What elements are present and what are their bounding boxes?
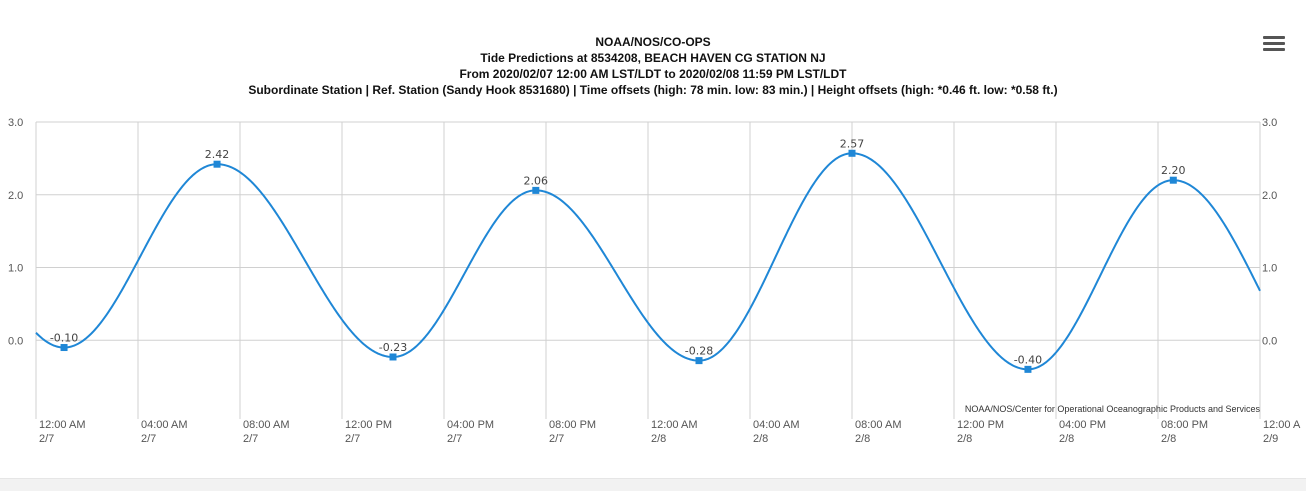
- y-tick-label-right: 3.0: [1262, 117, 1277, 129]
- x-tick-label-date: 2/7: [345, 433, 360, 445]
- extreme-point: [1169, 176, 1177, 184]
- x-tick-label-date: 2/8: [753, 433, 768, 445]
- chart-subtitle-range: From 2020/02/07 12:00 AM LST/LDT to 2020…: [459, 67, 847, 81]
- extreme-point: [60, 344, 68, 352]
- extreme-point: [389, 353, 397, 361]
- x-tick-label-time: 08:00 PM: [549, 419, 596, 431]
- chart-title-block: NOAA/NOS/CO-OPS Tide Predictions at 8534…: [0, 34, 1306, 98]
- y-tick-label-right: 1.0: [1262, 263, 1277, 275]
- extreme-label: -0.40: [1014, 353, 1042, 366]
- chart-title: NOAA/NOS/CO-OPS: [595, 35, 711, 49]
- extreme-label: 2.42: [205, 148, 230, 161]
- x-tick-label-date: 2/8: [651, 433, 666, 445]
- x-tick-label-time: 08:00 AM: [243, 419, 289, 431]
- tide-chart: 0.0 0.0 1.0 1.0 2.0 2.0 3.0 3.0 12:00 AM 2/7 04:00…: [8, 117, 1301, 445]
- y-tick-label-left: 1.0: [8, 263, 23, 275]
- x-tick-label-date: 2/8: [855, 433, 870, 445]
- x-tick-label-time: 12:00 A: [1263, 419, 1301, 431]
- bottom-strip: [0, 478, 1306, 491]
- extreme-labels: -0.10 2.42 -0.23 2.06 -0.28 2.57 -0.40 2.20: [50, 137, 1186, 366]
- x-tick-label-date: 2/7: [243, 433, 258, 445]
- extreme-label: 2.20: [1161, 164, 1186, 177]
- extreme-label: 2.06: [524, 174, 549, 187]
- x-tick-label-time: 12:00 PM: [345, 419, 392, 431]
- extreme-point: [213, 160, 221, 168]
- x-tick-label-time: 08:00 AM: [855, 419, 901, 431]
- x-tick-label-date: 2/8: [1161, 433, 1176, 445]
- y-tick-label-left: 2.0: [8, 190, 23, 202]
- x-tick-label-date: 2/7: [549, 433, 564, 445]
- hamburger-menu-icon[interactable]: [1263, 36, 1285, 54]
- extreme-label: 2.57: [840, 137, 865, 150]
- chart-subtitle-offsets: Subordinate Station | Ref. Station (Sand…: [248, 83, 1058, 97]
- y-tick-label-right: 2.0: [1262, 190, 1277, 202]
- extreme-point: [848, 149, 856, 157]
- extreme-markers: [60, 149, 1177, 373]
- extreme-label: -0.10: [50, 332, 78, 345]
- x-tick-label-time: 12:00 PM: [957, 419, 1004, 431]
- axes: 0.0 0.0 1.0 1.0 2.0 2.0 3.0 3.0 12:00 AM 2/7 04:00…: [8, 117, 1301, 445]
- chart-subtitle-station: Tide Predictions at 8534208, BEACH HAVEN…: [480, 51, 826, 65]
- tide-prediction-line: [35, 152, 1261, 371]
- x-tick-label-date: 2/7: [39, 433, 54, 445]
- x-tick-label-time: 04:00 AM: [141, 419, 187, 431]
- x-tick-label-date: 2/7: [447, 433, 462, 445]
- extreme-label: -0.28: [685, 345, 713, 358]
- extreme-point: [695, 357, 703, 365]
- x-tick-label-date: 2/7: [141, 433, 156, 445]
- x-tick-label-date: 2/9: [1263, 433, 1278, 445]
- x-tick-label-time: 12:00 AM: [39, 419, 85, 431]
- x-tick-label-time: 04:00 PM: [1059, 419, 1106, 431]
- x-tick-label-time: 12:00 AM: [651, 419, 697, 431]
- x-tick-label-time: 04:00 PM: [447, 419, 494, 431]
- x-tick-label-date: 2/8: [1059, 433, 1074, 445]
- extreme-point: [1024, 365, 1032, 373]
- credit-text: NOAA/NOS/Center for Operational Oceanogr…: [965, 404, 1261, 414]
- y-tick-label-left: 3.0: [8, 117, 23, 129]
- x-tick-label-time: 08:00 PM: [1161, 419, 1208, 431]
- extreme-label: -0.23: [379, 341, 407, 354]
- y-tick-label-right: 0.0: [1262, 335, 1277, 347]
- x-tick-label-date: 2/8: [957, 433, 972, 445]
- x-tick-label-time: 04:00 AM: [753, 419, 799, 431]
- y-tick-label-left: 0.0: [8, 335, 23, 347]
- extreme-point: [532, 186, 540, 194]
